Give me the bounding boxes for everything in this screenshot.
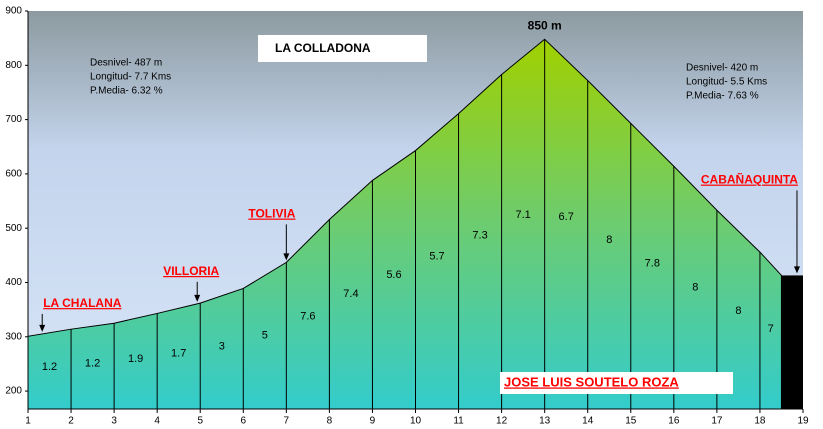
peak-label: 850 m: [528, 18, 562, 32]
y-tick-label: 200: [5, 386, 22, 397]
y-tick-label: 700: [5, 114, 22, 125]
x-tick-label: 13: [539, 416, 551, 427]
gradient-label: 7.6: [300, 310, 315, 322]
y-tick-label: 900: [5, 6, 22, 17]
y-tick-label: 500: [5, 223, 22, 234]
gradient-label: 3: [219, 341, 225, 353]
x-tick-label: 5: [197, 416, 203, 427]
annotation-label: LA CHALANA: [43, 296, 122, 310]
stat-right: P.Media- 7.63 %: [686, 91, 759, 102]
stat-right: Longitud- 5.5 Kms: [686, 77, 767, 88]
x-tick-label: 7: [284, 416, 290, 427]
author-box: [500, 372, 733, 394]
gradient-label: 7.8: [645, 258, 660, 270]
y-tick-label: 600: [5, 169, 22, 180]
x-tick-label: 11: [453, 416, 464, 427]
x-tick-label: 3: [111, 416, 117, 427]
gradient-label: 7.4: [343, 288, 358, 300]
x-tick-label: 17: [711, 416, 723, 427]
gradient-label: 6.7: [559, 211, 574, 223]
y-tick-label: 300: [5, 331, 22, 342]
x-tick-label: 19: [797, 416, 809, 427]
annotation-label: VILLORIA: [163, 264, 219, 278]
gradient-label: 1.2: [42, 361, 57, 373]
gradient-label: 8: [606, 234, 612, 246]
annotation-arrowhead: [283, 253, 290, 261]
gradient-label: 5: [262, 329, 268, 341]
title-box: [258, 35, 427, 62]
x-tick-label: 10: [410, 416, 422, 427]
author: JOSE LUIS SOUTELO ROZA: [504, 374, 679, 389]
annotation-arrowhead: [39, 324, 46, 332]
gradient-label: 1.9: [128, 353, 143, 365]
gradient-label: 7: [768, 323, 774, 335]
elevation-area: [27, 38, 782, 410]
gradient-label: 8: [692, 282, 698, 294]
stat-right: Desnivel- 420 m: [686, 63, 758, 74]
plot: [27, 38, 803, 410]
x-tick-label: 4: [154, 416, 160, 427]
gradient-label: 5.6: [386, 269, 401, 281]
x-tick-label: 15: [625, 416, 637, 427]
gradient-label: 7.3: [472, 230, 487, 242]
x-tick-label: 2: [68, 416, 74, 427]
x-tick-label: 8: [327, 416, 333, 427]
x-tick-label: 14: [582, 416, 594, 427]
annotation-label: TOLIVIA: [248, 207, 295, 221]
x-tick-label: 1: [25, 416, 31, 427]
chart-title: LA COLLADONA: [275, 41, 371, 55]
y-tick-label: 400: [5, 277, 22, 288]
y-tick-label: 800: [5, 60, 22, 71]
stat-left: Longitud- 7.7 Kms: [90, 72, 171, 83]
annotation-arrowhead: [793, 266, 800, 274]
gradient-label: 7.1: [515, 209, 530, 221]
stat-left: Desnivel- 487 m: [90, 58, 162, 69]
gradient-label: 1.7: [171, 348, 186, 360]
x-tick-label: 12: [496, 416, 508, 427]
x-tick-label: 6: [240, 416, 246, 427]
gradient-label: 8: [735, 305, 741, 317]
x-tick-label: 9: [370, 416, 376, 427]
annotation-arrowhead: [194, 294, 201, 302]
x-tick-label: 16: [668, 416, 680, 427]
stat-left: P.Media- 6.32 %: [90, 86, 163, 97]
x-tick-label: 18: [754, 416, 766, 427]
gradient-label: 5.7: [429, 251, 444, 263]
end-bar: [781, 275, 803, 409]
annotation-label: CABAÑAQUINTA: [701, 172, 798, 187]
gradient-label: 1.2: [85, 357, 100, 369]
